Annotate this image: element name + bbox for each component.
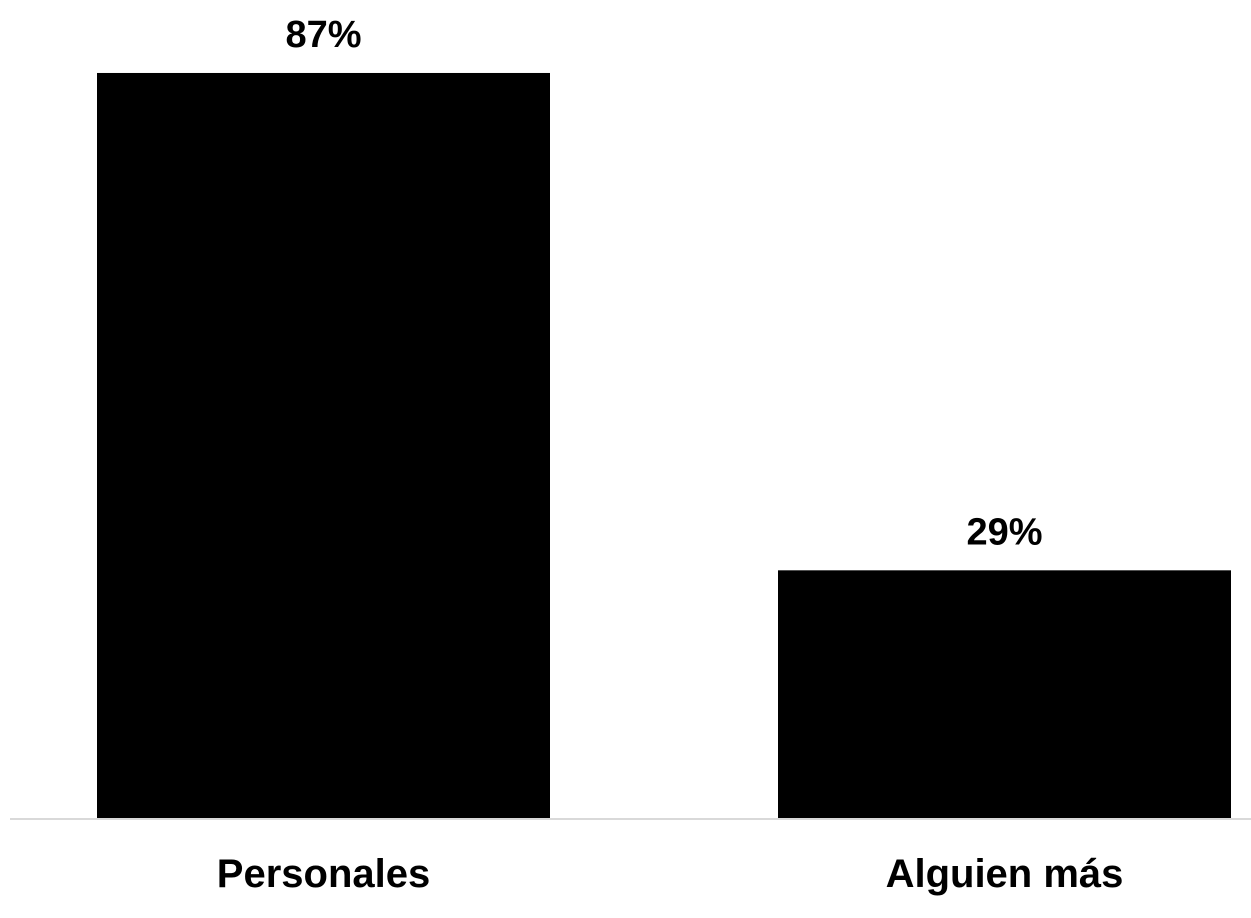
category-label-2: Alguien más bbox=[886, 852, 1124, 896]
category-label-1: Personales bbox=[217, 852, 430, 896]
data-label-1: 87% bbox=[285, 14, 361, 56]
bars-group bbox=[97, 72, 1231, 820]
bar-2 bbox=[778, 570, 1231, 819]
data-label-2: 29% bbox=[966, 511, 1042, 553]
bar-1 bbox=[97, 72, 550, 820]
labels-group: 87% Personales 29% Alguien más bbox=[217, 14, 1124, 896]
